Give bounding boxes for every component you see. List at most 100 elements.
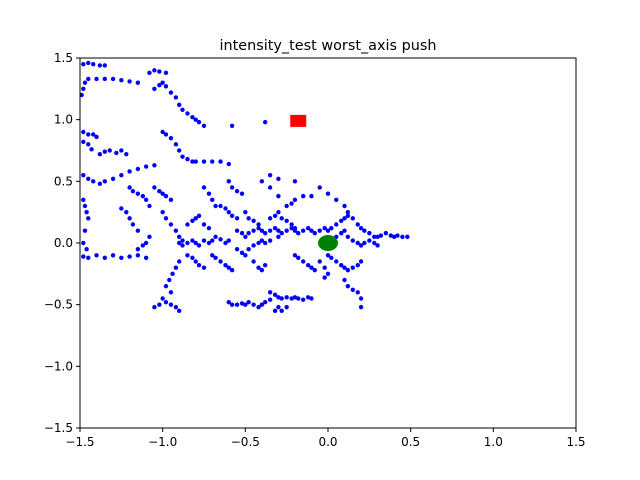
data-point [223, 206, 228, 211]
highlight-markers [290, 114, 338, 251]
data-point [102, 149, 108, 154]
data-point [119, 172, 124, 178]
data-point [259, 179, 265, 184]
data-point [180, 238, 185, 243]
data-point [168, 290, 174, 295]
data-point [210, 238, 215, 243]
data-point [309, 228, 314, 233]
data-point [355, 240, 360, 246]
data-point [309, 296, 314, 301]
data-point [94, 76, 99, 82]
data-point [152, 68, 157, 73]
data-point [147, 70, 152, 76]
data-point [86, 132, 91, 137]
data-point [84, 209, 89, 215]
data-point [262, 263, 268, 268]
data-point [168, 302, 174, 307]
data-point [234, 189, 240, 194]
data-point [213, 203, 218, 209]
data-point [342, 277, 347, 283]
data-point [152, 304, 157, 310]
data-point [81, 197, 86, 203]
data-point [296, 296, 301, 301]
data-point [355, 263, 360, 268]
data-point [342, 216, 347, 221]
data-point [130, 189, 136, 194]
data-point [350, 287, 355, 293]
data-point [276, 304, 281, 310]
data-point [272, 213, 278, 219]
data-point [284, 304, 289, 310]
data-point [152, 185, 157, 190]
data-point [82, 80, 88, 85]
data-point [160, 80, 165, 85]
data-point [193, 240, 198, 246]
x-tick-label: −0.5 [231, 435, 260, 449]
data-point [358, 296, 364, 301]
data-point [267, 238, 273, 243]
data-point [358, 304, 364, 310]
data-point [246, 246, 251, 252]
data-point [305, 263, 311, 268]
data-point [143, 255, 149, 260]
data-point [362, 228, 367, 233]
data-point [262, 230, 268, 236]
data-point [110, 176, 116, 182]
y-axis: −1.5 −1.0 −0.5 0.0 0.5 1.0 1.5 [44, 51, 80, 435]
data-point [226, 300, 231, 305]
data-point [334, 197, 339, 203]
data-point [135, 166, 141, 172]
data-point [276, 295, 281, 300]
data-point [147, 203, 152, 209]
data-point [206, 226, 212, 231]
data-point [262, 300, 268, 305]
data-point [405, 234, 410, 240]
data-point [226, 209, 231, 215]
data-point [251, 228, 256, 233]
data-point [160, 209, 165, 215]
data-point [355, 290, 360, 295]
data-point [152, 86, 157, 92]
data-point [229, 123, 235, 129]
data-point [305, 295, 311, 300]
y-tick-label: 1.0 [54, 113, 73, 127]
data-point [251, 302, 256, 307]
data-points [79, 60, 410, 314]
data-point [267, 290, 273, 295]
data-point [180, 243, 185, 248]
chart-title: intensity_test worst_axis push [220, 38, 437, 54]
data-point [97, 181, 103, 186]
data-point [259, 228, 265, 233]
data-point [339, 218, 344, 223]
data-point [177, 240, 182, 246]
data-point [243, 302, 248, 307]
y-tick-label: 1.5 [54, 51, 73, 65]
data-point [84, 246, 89, 252]
data-point [267, 216, 273, 221]
data-point [289, 296, 294, 301]
data-point [301, 193, 306, 199]
data-point [81, 240, 86, 246]
data-point [173, 228, 179, 233]
data-point [267, 185, 273, 190]
data-point [259, 302, 265, 307]
data-point [234, 228, 240, 233]
data-point [223, 263, 228, 268]
data-point [358, 226, 364, 231]
data-point [102, 255, 108, 260]
data-point [325, 253, 331, 258]
data-point [206, 240, 212, 246]
data-point [143, 240, 149, 246]
data-point [325, 228, 331, 233]
data-point [173, 304, 179, 310]
data-point [180, 154, 185, 159]
data-point [329, 255, 334, 260]
data-point [157, 302, 162, 307]
data-point [152, 163, 157, 168]
data-point [86, 60, 91, 66]
data-point [317, 185, 322, 190]
data-point [185, 240, 190, 246]
data-point [86, 255, 91, 260]
data-point [160, 296, 165, 301]
data-point [378, 233, 384, 238]
